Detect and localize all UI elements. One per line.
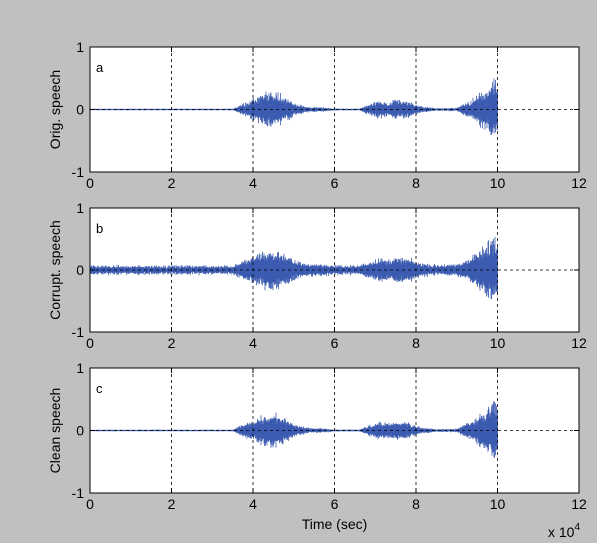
panel-letter: c <box>96 381 103 396</box>
x-axis-label: Time (sec) <box>302 516 368 532</box>
y-tick-label: 0 <box>76 423 84 439</box>
x-tick-label: 4 <box>249 496 257 512</box>
x-tick-label: 0 <box>86 496 94 512</box>
x-tick-label: 10 <box>490 496 506 512</box>
x-tick-label: 4 <box>249 175 257 191</box>
x-tick-label: 2 <box>168 335 176 351</box>
x-tick-label: 2 <box>168 496 176 512</box>
x-tick-label: 10 <box>490 335 506 351</box>
y-tick-label: 1 <box>76 39 84 55</box>
x-exponent-label: x 104 <box>548 522 580 540</box>
x-tick-label: 8 <box>412 175 420 191</box>
y-tick-label: -1 <box>72 324 85 340</box>
x-tick-label: 6 <box>331 335 339 351</box>
x-tick-label: 12 <box>571 335 587 351</box>
y-tick-label: 0 <box>76 102 84 118</box>
y-tick-label: 1 <box>76 360 84 376</box>
x-tick-label: 12 <box>571 175 587 191</box>
y-tick-label: -1 <box>72 485 85 501</box>
panel-letter: b <box>96 221 103 236</box>
y-tick-label: 0 <box>76 262 84 278</box>
x-tick-label: 2 <box>168 175 176 191</box>
y-axis-label: Orig. speech <box>47 70 63 149</box>
x-tick-label: 12 <box>571 496 587 512</box>
y-axis-label: Corrupt. speech <box>47 220 63 320</box>
x-tick-label: 0 <box>86 335 94 351</box>
x-tick-label: 8 <box>412 335 420 351</box>
x-tick-label: 6 <box>331 175 339 191</box>
y-tick-label: 1 <box>76 200 84 216</box>
x-tick-label: 4 <box>249 335 257 351</box>
panel-letter: a <box>96 60 104 75</box>
x-tick-label: 10 <box>490 175 506 191</box>
x-tick-label: 8 <box>412 496 420 512</box>
x-tick-label: 0 <box>86 175 94 191</box>
y-axis-label: Clean speech <box>47 388 63 474</box>
x-tick-label: 6 <box>331 496 339 512</box>
y-tick-label: -1 <box>72 164 85 180</box>
